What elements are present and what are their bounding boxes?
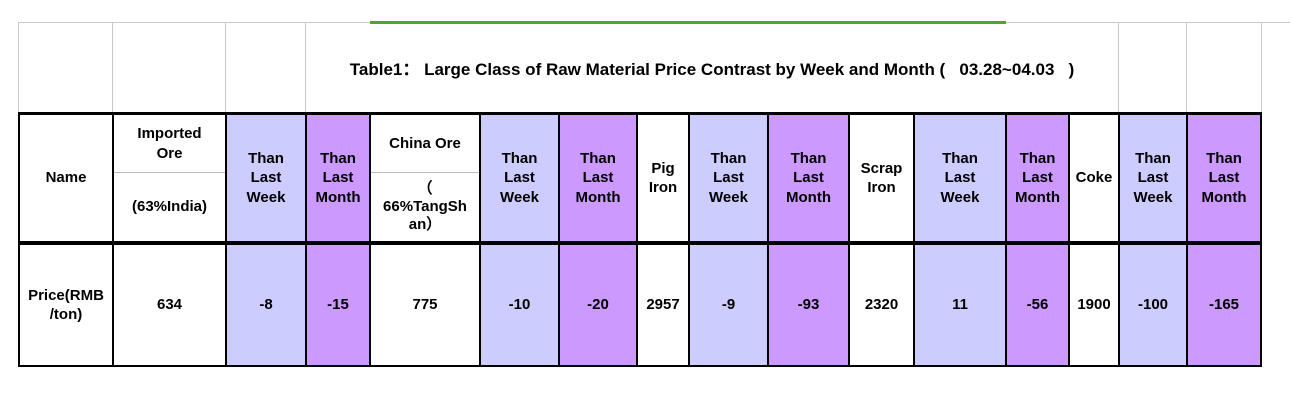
table-data-row: Price(RMB /ton) 634 -8 -15 775 -10 -20 2… [18, 245, 1262, 367]
header-scrap-iron-than-last-month: Than Last Month [1007, 115, 1070, 241]
header-imported-ore-than-last-week: Than Last Week [227, 115, 307, 241]
title-row-blank-cell [1119, 23, 1187, 112]
header-scrap-iron: Scrap Iron [850, 115, 915, 241]
header-pig-iron-than-last-week: Than Last Week [690, 115, 769, 241]
title-row-blank-cell [1187, 23, 1261, 112]
value-imported-ore-price: 634 [156, 296, 183, 314]
header-imported-ore-top: Imported Ore [114, 115, 225, 173]
value-china-ore-month: -20 [587, 296, 609, 314]
header-imported-ore-bottom: (63%India) [131, 197, 207, 215]
value-pig-iron-week: -9 [721, 296, 736, 314]
header-china-ore-than-last-week: Than Last Week [481, 115, 560, 241]
green-accent-bar [370, 21, 1006, 24]
grid-line-extension [1262, 22, 1290, 23]
header-coke-than-last-month: Than Last Month [1188, 115, 1260, 241]
row-label-price: Price(RMB /ton) [20, 245, 114, 365]
value-scrap-iron-month: -56 [1026, 296, 1049, 314]
title-row-blank-cell [19, 23, 113, 112]
value-coke-price: 1900 [1077, 296, 1111, 314]
title-row: Table1： Large Class of Raw Material Pric… [18, 21, 1262, 112]
header-coke: Coke [1070, 115, 1120, 241]
header-coke-than-last-week: Than Last Week [1120, 115, 1188, 241]
header-name: Name [20, 115, 114, 241]
value-imported-ore-week: -8 [259, 296, 273, 314]
value-pig-iron-month: -93 [797, 296, 820, 314]
price-contrast-table: Table1： Large Class of Raw Material Pric… [18, 21, 1262, 367]
header-scrap-iron-than-last-week: Than Last Week [915, 115, 1007, 241]
title-row-blank-cell [226, 23, 306, 112]
value-scrap-iron-week: 11 [952, 296, 968, 314]
value-china-ore-price: 775 [412, 296, 438, 314]
title-cell: Table1： Large Class of Raw Material Pric… [306, 23, 1119, 112]
header-china-ore-top: China Ore [371, 115, 479, 173]
header-china-ore-than-last-month: Than Last Month [560, 115, 638, 241]
value-imported-ore-month: -15 [327, 296, 349, 314]
header-pig-iron-than-last-month: Than Last Month [769, 115, 850, 241]
value-scrap-iron-price: 2320 [864, 296, 899, 314]
value-coke-month: -165 [1208, 296, 1240, 314]
value-china-ore-week: -10 [508, 296, 531, 314]
header-imported-ore-than-last-month: Than Last Month [307, 115, 371, 241]
header-imported-ore: Imported Ore (63%India) [114, 115, 227, 241]
header-pig-iron: Pig Iron [638, 115, 690, 241]
value-coke-week: -100 [1137, 296, 1169, 314]
header-china-ore-bottom: （ 66%TangSh an） [383, 179, 467, 234]
header-china-ore: China Ore （ 66%TangSh an） [371, 115, 481, 241]
value-pig-iron-price: 2957 [646, 296, 680, 314]
table-header-row: Name Imported Ore (63%India) Than Last W… [18, 112, 1262, 245]
title-row-blank-cell [113, 23, 226, 112]
table-title: Table1： Large Class of Raw Material Pric… [349, 60, 1075, 79]
